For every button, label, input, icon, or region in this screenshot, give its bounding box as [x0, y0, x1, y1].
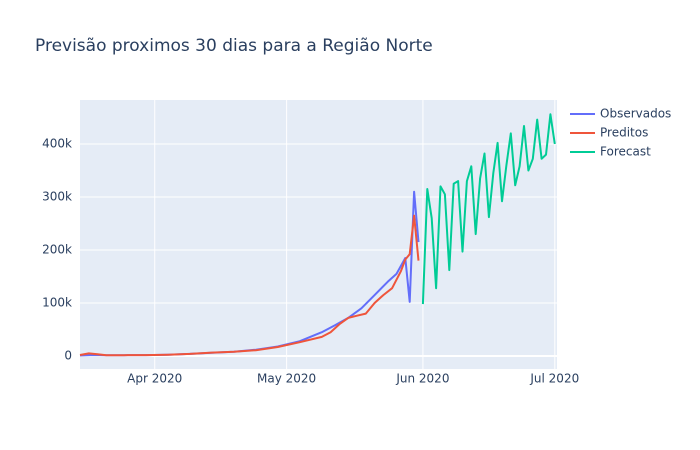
x-tick-label: May 2020	[257, 372, 316, 386]
legend-label: Preditos	[600, 126, 648, 140]
y-tick-label: 100k	[42, 296, 72, 310]
x-tick-label: Apr 2020	[127, 372, 182, 386]
legend-item[interactable]: Forecast	[570, 145, 651, 159]
legend-label: Forecast	[600, 145, 651, 159]
y-tick-label: 300k	[42, 189, 72, 203]
y-tick-label: 0	[64, 349, 72, 363]
legend-label: Observados	[600, 107, 671, 121]
x-tick-label: Jul 2020	[529, 372, 579, 386]
series-line	[79, 214, 420, 357]
plot-area	[80, 100, 557, 369]
legend-item[interactable]: Preditos	[570, 126, 648, 140]
y-tick-label: 400k	[42, 136, 72, 150]
series-line	[421, 113, 556, 305]
chart-title: Previsão proximos 30 dias para a Região …	[35, 36, 433, 56]
legend-item[interactable]: Observados	[570, 107, 671, 121]
x-tick-label: Jun 2020	[395, 372, 449, 386]
y-tick-label: 200k	[42, 243, 72, 257]
